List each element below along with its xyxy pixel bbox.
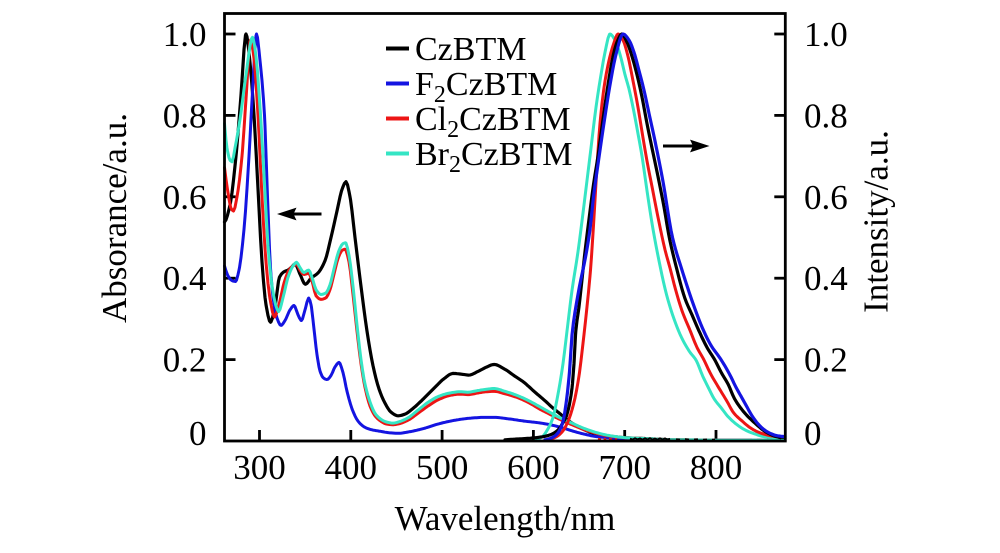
svg-text:0.8: 0.8 — [804, 96, 848, 135]
svg-text:0.2: 0.2 — [163, 341, 207, 380]
svg-text:0: 0 — [189, 414, 207, 453]
svg-text:600: 600 — [507, 448, 560, 487]
svg-text:0: 0 — [804, 414, 822, 453]
svg-text:CzBTM: CzBTM — [415, 31, 526, 68]
svg-text:400: 400 — [325, 448, 378, 487]
svg-text:700: 700 — [598, 448, 651, 487]
svg-text:0.6: 0.6 — [163, 178, 207, 217]
svg-text:Cl2CzBTM: Cl2CzBTM — [415, 101, 571, 143]
svg-text:0.8: 0.8 — [163, 96, 207, 135]
svg-text:Absorance/a.u.: Absorance/a.u. — [95, 113, 134, 323]
svg-text:Intensity/a.u.: Intensity/a.u. — [857, 130, 896, 313]
svg-text:300: 300 — [233, 448, 286, 487]
svg-text:Br2CzBTM: Br2CzBTM — [415, 136, 572, 178]
svg-text:Wavelength/nm: Wavelength/nm — [395, 499, 616, 538]
svg-text:0.6: 0.6 — [804, 178, 848, 217]
svg-text:1.0: 1.0 — [163, 15, 207, 54]
svg-text:1.0: 1.0 — [804, 15, 848, 54]
svg-text:500: 500 — [416, 448, 469, 487]
svg-text:0.4: 0.4 — [163, 259, 207, 298]
svg-text:0.4: 0.4 — [804, 259, 848, 298]
svg-text:800: 800 — [690, 448, 743, 487]
svg-text:0.2: 0.2 — [804, 341, 848, 380]
